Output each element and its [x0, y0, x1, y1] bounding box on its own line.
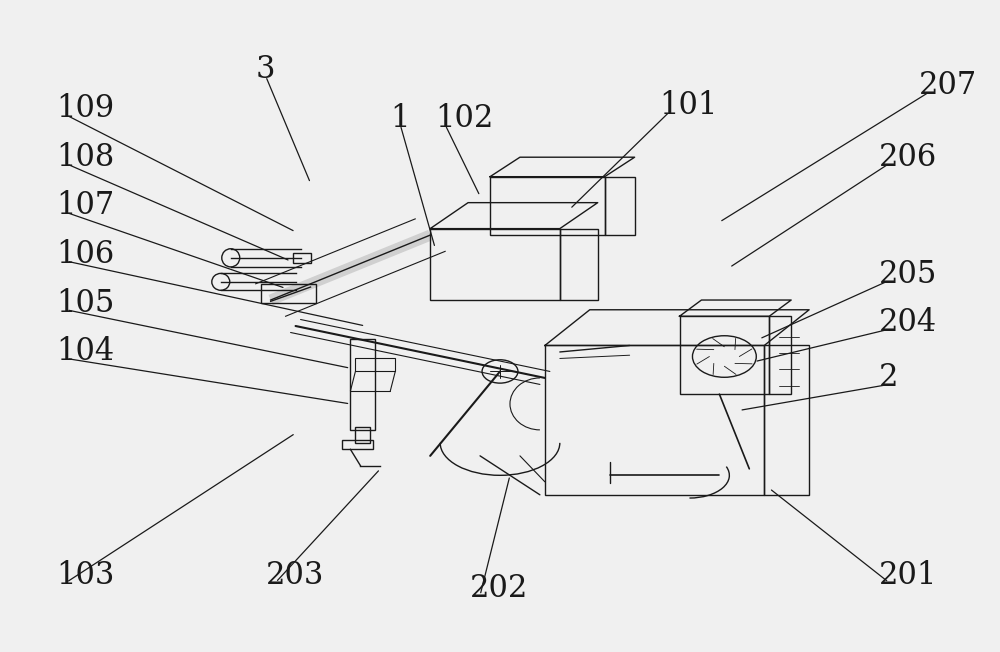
Bar — [490, 177, 605, 235]
Bar — [560, 229, 598, 300]
Text: 105: 105 — [56, 288, 115, 319]
Bar — [680, 316, 769, 394]
Bar — [261, 284, 316, 303]
Text: 201: 201 — [879, 561, 937, 591]
Bar — [355, 359, 395, 372]
Text: 106: 106 — [56, 239, 114, 270]
Text: 104: 104 — [56, 336, 114, 368]
Text: 202: 202 — [470, 574, 528, 604]
Text: 204: 204 — [879, 307, 937, 338]
Bar — [342, 439, 373, 449]
Text: 101: 101 — [660, 90, 718, 121]
Text: 108: 108 — [56, 141, 114, 173]
Text: 1: 1 — [390, 103, 410, 134]
Bar — [355, 426, 370, 443]
Text: 107: 107 — [56, 190, 114, 222]
Text: 203: 203 — [266, 561, 324, 591]
Text: 206: 206 — [879, 141, 937, 173]
Text: 207: 207 — [919, 70, 977, 101]
Text: 205: 205 — [879, 259, 937, 289]
Text: 102: 102 — [435, 103, 494, 134]
Text: 109: 109 — [56, 93, 114, 124]
Text: 3: 3 — [256, 54, 275, 85]
Bar — [769, 316, 791, 394]
Bar — [293, 252, 311, 263]
Text: 2: 2 — [879, 363, 898, 393]
Bar — [545, 346, 764, 495]
Bar — [350, 339, 375, 430]
Bar — [605, 177, 635, 235]
Bar — [764, 346, 809, 495]
Text: 103: 103 — [56, 561, 115, 591]
Bar — [430, 229, 560, 300]
